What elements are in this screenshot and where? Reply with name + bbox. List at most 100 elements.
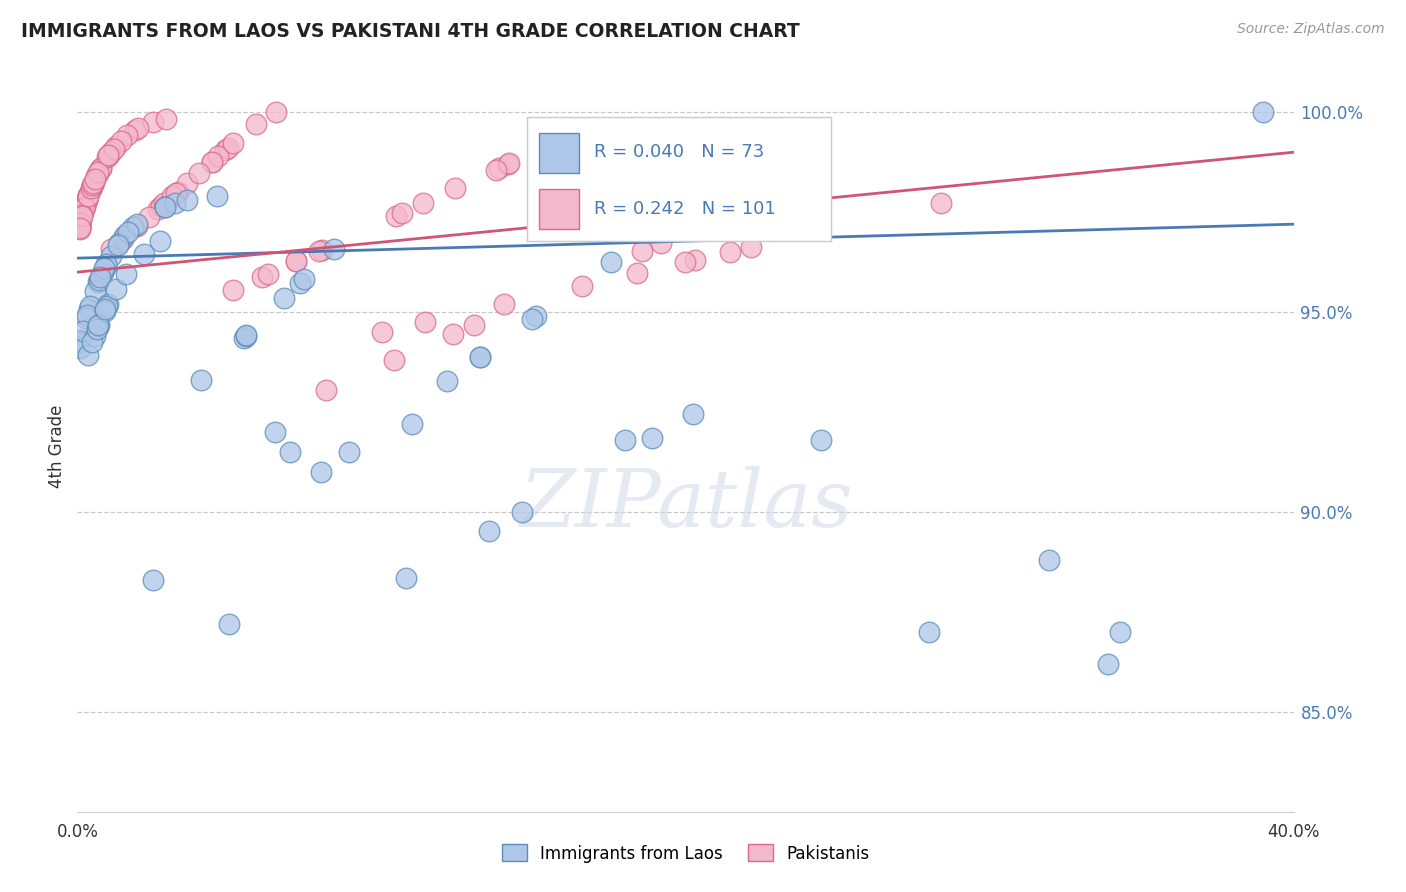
Point: [90, 161, 112, 175]
Point: [83, 175, 105, 189]
Point: [484, 162, 506, 177]
Point: [498, 156, 520, 170]
Point: [121, 220, 143, 235]
Point: [165, 186, 187, 200]
Point: [222, 284, 245, 298]
Point: [478, 524, 501, 538]
Point: [93, 261, 115, 276]
Point: [90, 161, 112, 175]
Point: [138, 210, 160, 224]
Point: [142, 115, 165, 129]
Point: [72, 205, 94, 219]
Point: [72, 324, 94, 338]
Point: [488, 161, 510, 175]
Point: [235, 329, 257, 343]
Point: [245, 117, 267, 131]
Point: [214, 144, 236, 158]
Point: [394, 571, 416, 585]
Point: [613, 433, 636, 447]
Point: [115, 267, 138, 281]
Point: [201, 154, 224, 169]
Point: [94, 259, 117, 273]
Point: [117, 225, 139, 239]
Point: [524, 309, 547, 323]
Point: [82, 178, 104, 193]
Point: [69, 221, 91, 235]
Point: [441, 326, 464, 341]
Point: [413, 315, 436, 329]
Point: [673, 255, 696, 269]
Point: [69, 216, 91, 230]
Point: [153, 200, 176, 214]
Point: [436, 374, 458, 388]
Point: [382, 353, 405, 368]
Point: [650, 235, 672, 250]
Point: [264, 105, 287, 120]
Point: [76, 192, 98, 206]
Point: [124, 123, 146, 137]
Point: [77, 189, 100, 203]
Point: [96, 299, 118, 313]
Point: [468, 350, 491, 364]
Point: [492, 297, 515, 311]
Point: [188, 165, 211, 179]
Point: [100, 249, 122, 263]
Point: [97, 297, 120, 311]
Point: [82, 177, 104, 191]
Point: [80, 181, 103, 195]
Point: [309, 465, 332, 479]
Point: [76, 348, 98, 362]
Point: [70, 211, 93, 226]
Text: IMMIGRANTS FROM LAOS VS PAKISTANI 4TH GRADE CORRELATION CHART: IMMIGRANTS FROM LAOS VS PAKISTANI 4TH GR…: [21, 22, 800, 41]
Point: [125, 217, 148, 231]
Point: [75, 310, 97, 325]
Point: [600, 255, 623, 269]
Point: [87, 318, 110, 332]
Point: [740, 240, 762, 254]
Point: [77, 188, 100, 202]
Point: [322, 242, 344, 256]
Point: [1251, 105, 1274, 120]
Point: [69, 341, 91, 355]
Point: [163, 196, 186, 211]
Point: [87, 164, 110, 178]
Point: [87, 319, 110, 334]
Point: [257, 267, 280, 281]
Point: [69, 221, 91, 235]
Point: [498, 157, 520, 171]
Point: [315, 383, 337, 397]
Point: [250, 270, 273, 285]
Point: [571, 279, 593, 293]
Point: [127, 121, 149, 136]
Text: Source: ZipAtlas.com: Source: ZipAtlas.com: [1237, 22, 1385, 37]
Point: [104, 139, 127, 153]
Point: [77, 188, 100, 202]
Point: [86, 169, 108, 184]
Point: [391, 205, 413, 219]
Point: [127, 219, 149, 234]
Point: [278, 445, 301, 459]
Point: [91, 265, 114, 279]
Point: [83, 328, 105, 343]
Point: [107, 238, 129, 252]
Point: [222, 136, 245, 151]
Point: [308, 244, 330, 258]
Y-axis label: 4th Grade: 4th Grade: [48, 404, 66, 488]
Point: [117, 128, 139, 143]
Point: [97, 148, 120, 162]
Text: ZIPatlas: ZIPatlas: [519, 466, 852, 543]
Point: [1038, 553, 1060, 567]
Point: [273, 291, 295, 305]
Point: [84, 171, 107, 186]
Point: [165, 186, 187, 201]
Point: [311, 243, 333, 257]
Point: [285, 254, 308, 268]
Point: [94, 302, 117, 317]
Point: [100, 145, 122, 160]
Point: [73, 200, 96, 214]
Point: [76, 308, 98, 322]
Point: [86, 169, 108, 183]
Point: [810, 433, 832, 447]
Point: [108, 236, 131, 251]
Point: [89, 161, 111, 176]
